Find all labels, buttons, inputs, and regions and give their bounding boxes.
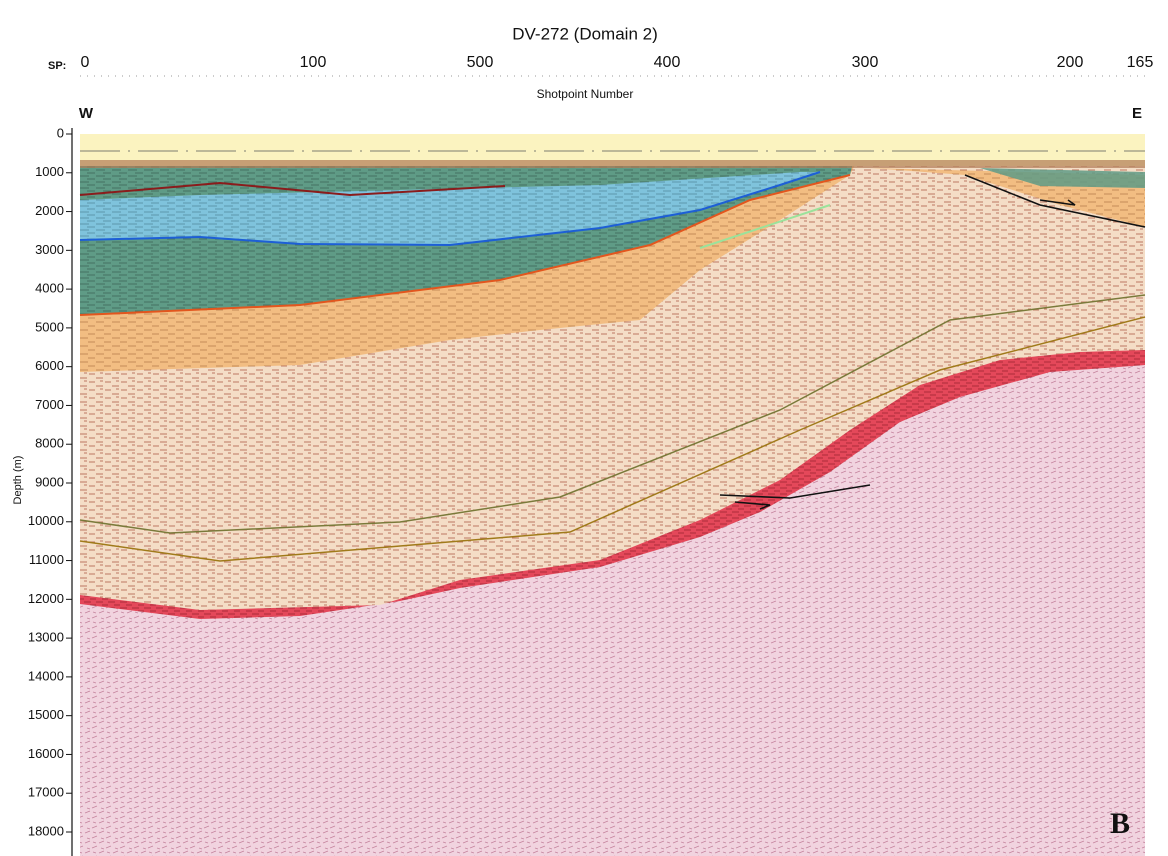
shotpoint-label: 300 bbox=[852, 54, 879, 71]
shotpoint-label: 200 bbox=[1057, 54, 1084, 71]
panel-label: B bbox=[1110, 807, 1130, 840]
shotpoint-label: 165 bbox=[1127, 54, 1154, 71]
depth-tick-label: 10000 bbox=[28, 513, 64, 528]
depth-tick-label: 5000 bbox=[35, 319, 64, 334]
shotpoint-labels: 0 100 500 400 300 200 165 bbox=[81, 54, 1154, 71]
seafloor bbox=[80, 160, 1145, 168]
depth-tick-label: 3000 bbox=[35, 242, 64, 257]
depth-ticks: 0 1000 2000 3000 4000 5000 6000 7000 8000 9000 100… bbox=[28, 125, 72, 838]
depth-tick-label: 12000 bbox=[28, 591, 64, 606]
depth-tick-label: 7000 bbox=[35, 397, 64, 412]
section-layers bbox=[80, 134, 1145, 856]
depth-tick-label: 11000 bbox=[29, 552, 64, 567]
depth-tick-label: 0 bbox=[57, 125, 64, 140]
depth-tick-label: 6000 bbox=[35, 358, 64, 373]
depth-tick-label: 14000 bbox=[28, 668, 64, 683]
shotpoint-prefix: SP: bbox=[48, 60, 66, 72]
east-label: E bbox=[1132, 105, 1142, 122]
depth-tick-label: 17000 bbox=[28, 785, 64, 800]
west-label: W bbox=[79, 105, 94, 122]
shotpoint-label: 500 bbox=[467, 54, 494, 71]
depth-tick-label: 8000 bbox=[35, 436, 64, 451]
depth-tick-label: 13000 bbox=[28, 630, 64, 645]
depth-tick-label: 2000 bbox=[35, 203, 64, 218]
seismic-figure: DV-272 (Domain 2) SP: Shotpoint Number W… bbox=[0, 0, 1168, 856]
shotpoint-label: 100 bbox=[300, 54, 327, 71]
depth-tick-label: 16000 bbox=[28, 746, 64, 761]
depth-tick-label: 1000 bbox=[35, 164, 64, 179]
depth-tick-label: 4000 bbox=[35, 281, 64, 296]
title: DV-272 (Domain 2) bbox=[512, 24, 658, 43]
shotpoint-label: 0 bbox=[81, 54, 90, 71]
depth-tick-label: 18000 bbox=[28, 823, 64, 838]
y-axis-label: Depth (m) bbox=[12, 456, 24, 505]
depth-tick-label: 15000 bbox=[28, 707, 64, 722]
x-axis-label: Shotpoint Number bbox=[537, 87, 634, 101]
depth-tick-label: 9000 bbox=[35, 474, 64, 489]
shotpoint-label: 400 bbox=[654, 54, 681, 71]
